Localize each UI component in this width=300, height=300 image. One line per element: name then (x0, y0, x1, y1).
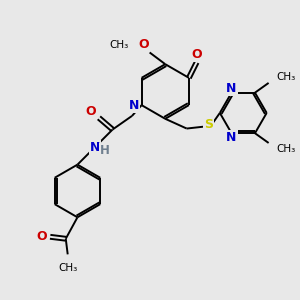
Text: O: O (139, 38, 149, 51)
Text: O: O (86, 106, 96, 118)
Text: N: N (90, 141, 100, 154)
Text: N: N (129, 99, 139, 112)
Text: S: S (204, 118, 213, 131)
Text: CH₃: CH₃ (109, 40, 128, 50)
Text: N: N (226, 130, 237, 144)
Text: H: H (100, 143, 110, 157)
Text: CH₃: CH₃ (58, 263, 77, 273)
Text: O: O (191, 48, 202, 61)
Text: CH₃: CH₃ (276, 72, 296, 82)
Text: CH₃: CH₃ (276, 144, 296, 154)
Text: N: N (226, 82, 237, 95)
Text: O: O (36, 230, 47, 243)
